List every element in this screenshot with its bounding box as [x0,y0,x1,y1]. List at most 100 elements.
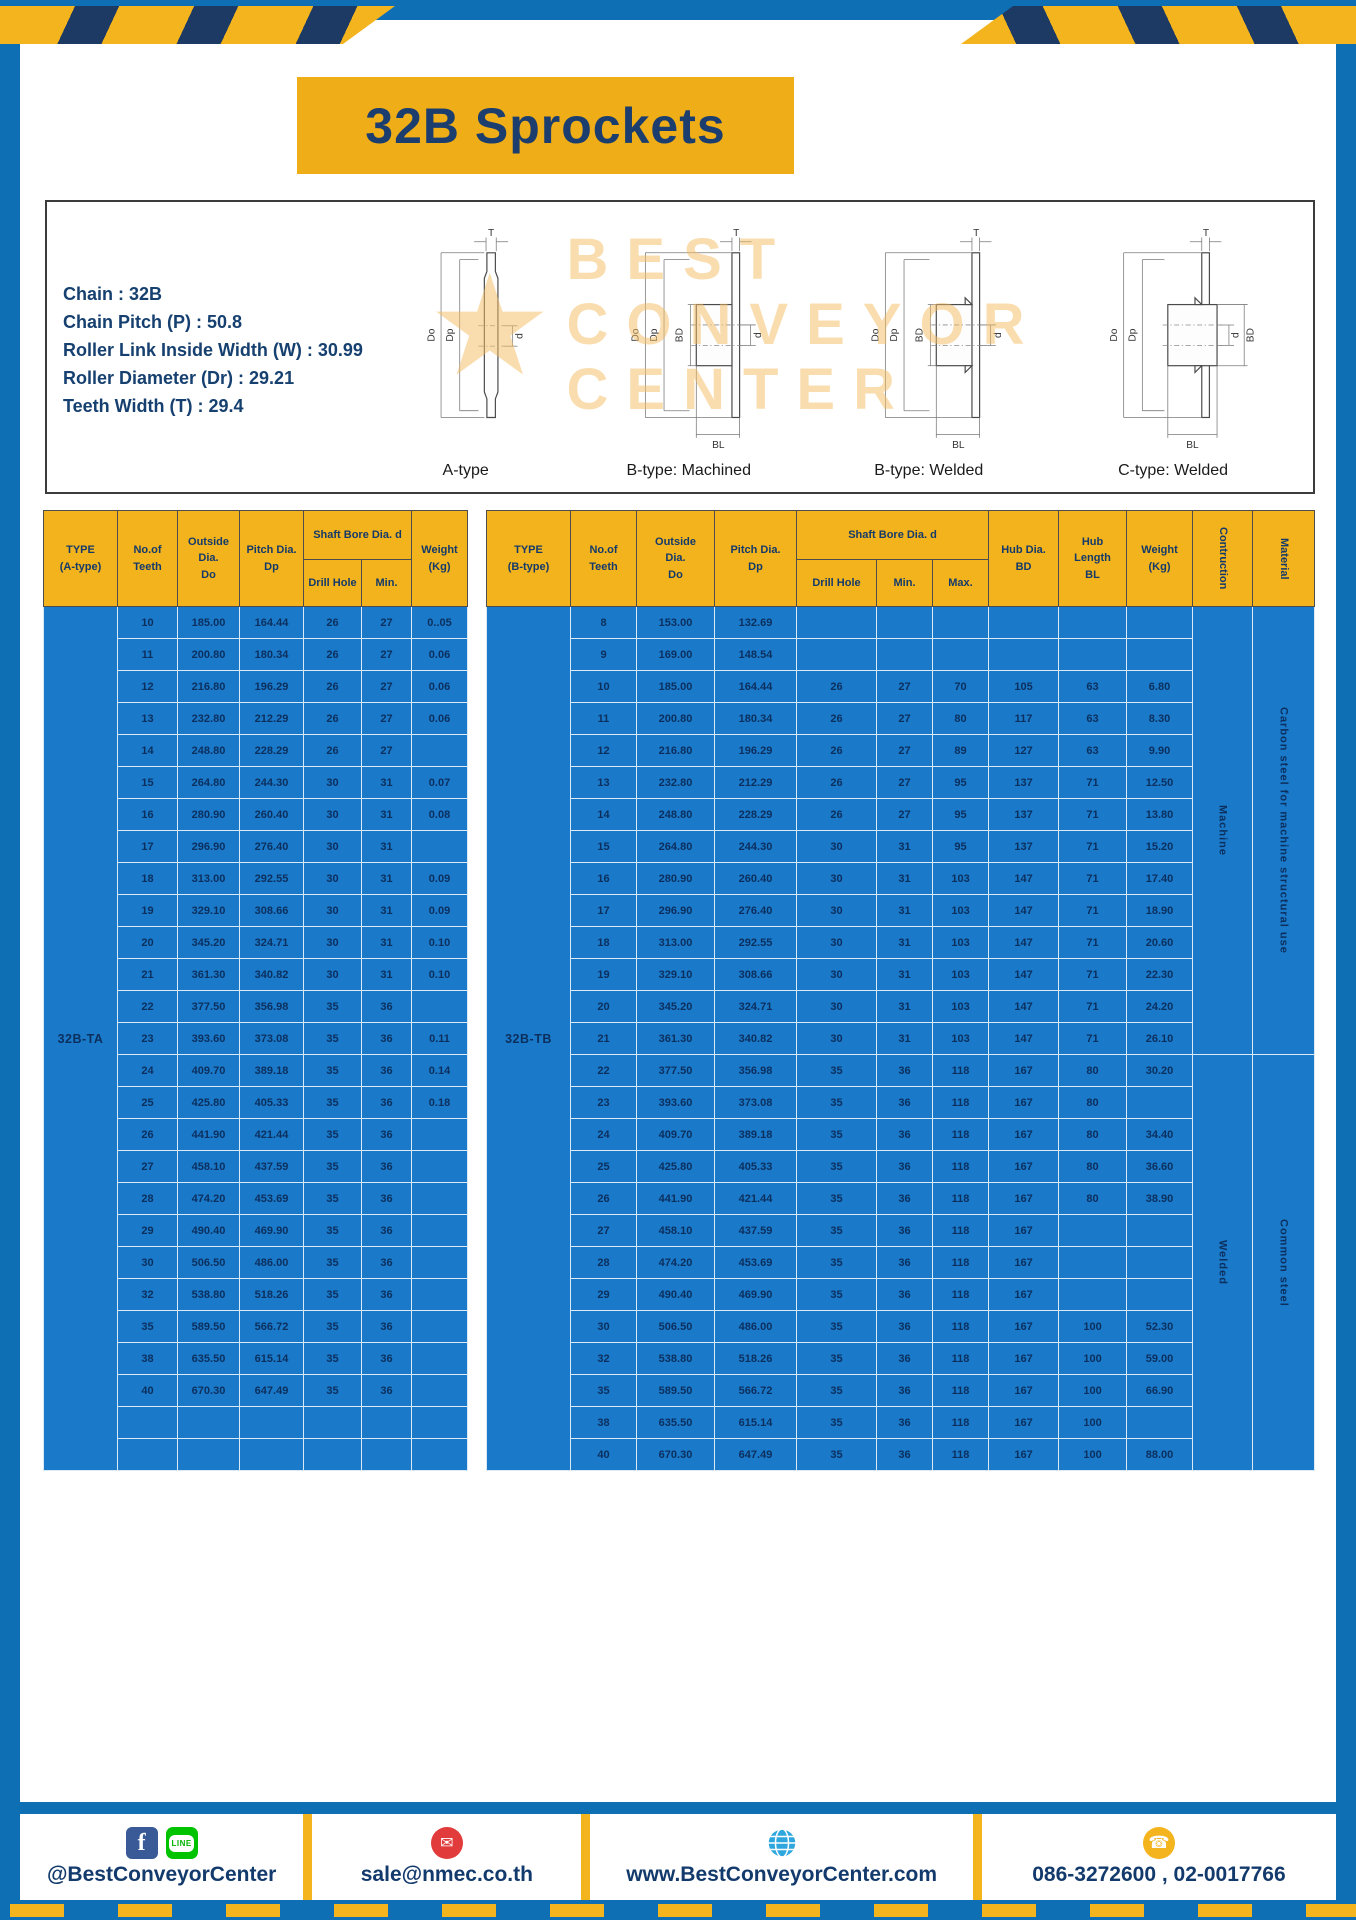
data-cell: 474.20 [177,1182,240,1215]
col-header-shaft-bore: Shaft Bore Dia. d [303,510,412,560]
data-cell [1126,1086,1194,1119]
data-cell: 30 [796,830,877,863]
data-cell: 31 [361,894,412,927]
data-cell: 27 [117,1150,178,1183]
data-cell: 35 [303,1374,362,1407]
data-cell: 8.30 [1126,702,1194,735]
data-cell [1126,638,1194,671]
table-row: 26 441.90 421.44 35 36 [44,1118,468,1151]
data-cell: 490.40 [636,1278,715,1311]
data-cell: 27 [876,702,933,735]
data-cell: 100 [1058,1342,1128,1375]
figure-caption: B-type: Machined [626,462,751,479]
footer-social-label[interactable]: @BestConveyorCenter [46,1863,277,1886]
data-cell: 228.29 [239,734,304,767]
dim-label-d: d [753,332,764,338]
data-cell: 137 [988,766,1060,799]
data-cell: 103 [931,894,990,927]
table-row: 15 264.80 244.30 30 31 0.07 [44,766,468,799]
phone-icon[interactable]: ☎ [1142,1827,1175,1859]
footer-separator [303,1814,313,1900]
data-cell: 589.50 [636,1374,715,1407]
data-cell [361,1406,412,1439]
footer-email-label[interactable]: sale@nmec.co.th [360,1863,533,1886]
data-cell: 34.40 [1126,1118,1194,1151]
data-cell: 16 [117,798,178,831]
data-cell: 167 [988,1118,1060,1151]
table-row: 23 393.60 373.08 35 36 118 167 80 [487,1086,1315,1119]
globe-icon[interactable] [766,1827,798,1859]
data-cell: 36 [361,1214,412,1247]
data-cell: 35 [796,1214,877,1247]
table-row: 21 361.30 340.82 30 31 103 147 71 26.10 [487,1022,1315,1055]
data-cell [1126,606,1194,639]
table-row: 24 409.70 389.18 35 36 118 167 80 34.40 [487,1118,1315,1151]
data-cell: 167 [988,1182,1060,1215]
data-cell [1126,1278,1194,1311]
data-cell: 35 [303,1182,362,1215]
dim-label-do: Do [631,328,642,341]
page-title: 32B Sprockets [297,77,794,174]
data-cell: 30.20 [1126,1054,1194,1087]
data-cell: 0.14 [411,1054,468,1087]
data-cell: 118 [931,1150,990,1183]
a-type-table: TYPE (A-type) No.of Teeth Outside Dia. D… [43,510,468,1471]
data-cell: 26 [303,702,362,735]
footer-phone[interactable]: ☎ 086-3272600 , 02-0017766 [982,1814,1336,1900]
table-row: 25 425.80 405.33 35 36 118 167 80 36.60 [487,1150,1315,1183]
data-cell: 118 [931,1246,990,1279]
col-header-outside-dia: Outside Dia. Do [177,510,240,607]
data-cell: 25 [117,1086,178,1119]
data-cell: 30 [796,926,877,959]
data-cell: 35 [303,1054,362,1087]
data-cell: 36 [876,1054,933,1087]
data-cell: 17 [117,830,178,863]
footer-phone-label[interactable]: 086-3272600 , 02-0017766 [1032,1863,1286,1886]
data-cell: 100 [1058,1310,1128,1343]
table-row: 30 506.50 486.00 35 36 118 167 100 52.30 [487,1310,1315,1343]
data-cell: 30 [796,862,877,895]
data-cell: 36 [876,1182,933,1215]
data-cell: 260.40 [239,798,304,831]
data-cell: 153.00 [636,606,715,639]
b-type-table: TYPE (B-type) No.of Teeth Outside Dia. D… [486,510,1316,1471]
col-header-construction: Contruction [1192,510,1254,607]
table-row: 16 280.90 260.40 30 31 103 147 71 17.40 [487,862,1315,895]
data-cell: 167 [988,1214,1060,1247]
data-cell: 538.80 [177,1278,240,1311]
footer-website-label[interactable]: www.BestConveyorCenter.com [626,1863,938,1886]
figure-a-type: T Do Dp d A-type [402,228,529,480]
data-cell [876,606,933,639]
data-cell: 164.44 [714,670,797,703]
data-cell: 228.29 [714,798,797,831]
data-cell: 260.40 [714,862,797,895]
data-cell: 35 [303,1150,362,1183]
data-cell: 0.06 [411,702,468,735]
data-cell: 35 [570,1374,637,1407]
data-cell [411,1438,468,1471]
data-cell: 40 [570,1438,637,1471]
data-cell: 24 [570,1118,637,1151]
data-cell: 167 [988,1246,1060,1279]
data-cell: 35 [303,1022,362,1055]
col-header-type: TYPE (B-type) [486,510,571,607]
data-cell [1058,1246,1128,1279]
col-header-pitch-dia: Pitch Dia. Dp [239,510,304,607]
data-cell: 264.80 [177,766,240,799]
table-row: 26 441.90 421.44 35 36 118 167 80 38.90 [487,1182,1315,1215]
data-cell: 30 [796,1022,877,1055]
data-cell: 103 [931,862,990,895]
footer-website[interactable]: www.BestConveyorCenter.com [590,1814,972,1900]
figures-row: T Do Dp d A-type [402,212,1258,480]
mail-icon[interactable]: ✉ [430,1827,463,1859]
data-cell: 14 [570,798,637,831]
data-cell: 71 [1058,830,1128,863]
footer-email[interactable]: ✉ sale@nmec.co.th [312,1814,581,1900]
line-icon[interactable]: LINE [165,1827,198,1859]
facebook-icon[interactable]: f [125,1827,158,1859]
table-row: 28 474.20 453.69 35 36 118 167 [487,1246,1315,1279]
data-cell: 22 [570,1054,637,1087]
footer-social[interactable]: f LINE @BestConveyorCenter [20,1814,303,1900]
data-cell [411,1182,468,1215]
c-type-welded-diagram-icon: T [1109,228,1257,451]
